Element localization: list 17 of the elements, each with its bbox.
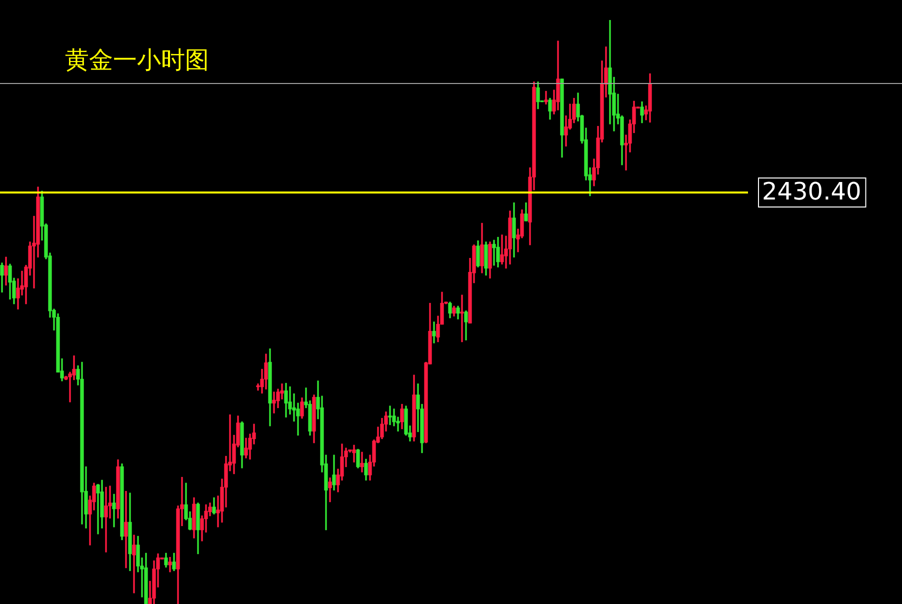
candlestick (272, 392, 276, 414)
candlestick (112, 494, 116, 528)
candlestick (124, 490, 128, 568)
candlestick (352, 444, 356, 462)
text: 黄金一小时图 (65, 46, 209, 74)
text: 2430.40 (762, 178, 862, 206)
candlestick (492, 240, 496, 266)
candlestick (388, 406, 392, 426)
candlestick (544, 90, 548, 104)
candlestick (132, 534, 136, 594)
candlestick (360, 452, 364, 472)
candlestick (104, 486, 108, 552)
candlestick (500, 234, 504, 264)
candlestick (460, 294, 464, 342)
candlestick (96, 484, 100, 534)
candlestick (168, 556, 172, 572)
candlestick (432, 322, 436, 344)
